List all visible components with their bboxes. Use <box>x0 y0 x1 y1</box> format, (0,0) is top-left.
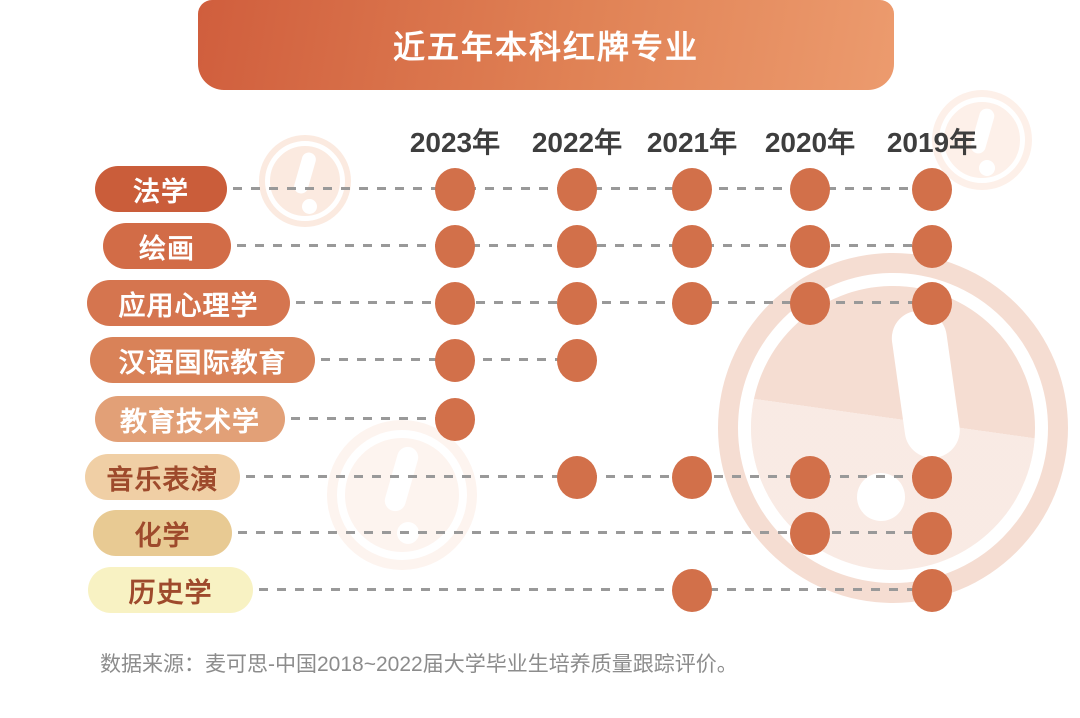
red-flag-dot <box>557 224 597 268</box>
red-flag-dot <box>912 511 952 555</box>
red-flag-dot <box>672 455 712 499</box>
data-source-note: 数据来源：麦可思-中国2018~2022届大学毕业生培养质量跟踪评价。 <box>100 653 738 676</box>
year-column-header: 2020年 <box>764 127 856 158</box>
row-dash-line <box>296 301 932 304</box>
title-banner: 近五年本科红牌专业 <box>198 0 894 90</box>
watermark-ring <box>265 141 345 221</box>
red-flag-dot <box>672 281 712 325</box>
year-column-header: 2019年 <box>886 127 978 158</box>
row-dash-line <box>238 531 932 534</box>
red-flag-dot <box>435 338 475 382</box>
red-flag-dot <box>912 455 952 499</box>
watermark-period <box>857 473 905 521</box>
red-flag-dot <box>435 167 475 211</box>
watermark-period <box>302 199 317 214</box>
red-flag-dot <box>912 568 952 612</box>
red-flag-dot <box>790 224 830 268</box>
watermark-ring <box>337 430 467 560</box>
watermark-period <box>979 160 995 176</box>
red-flag-dot <box>435 281 475 325</box>
year-column-header: 2022年 <box>531 127 623 158</box>
row-dash-line <box>291 417 455 420</box>
exclamation-circle-icon <box>259 135 351 227</box>
major-pill: 历史学 <box>88 567 253 613</box>
red-flag-dot <box>912 281 952 325</box>
red-flag-dot <box>672 167 712 211</box>
red-flag-dot <box>557 338 597 382</box>
year-column-header: 2021年 <box>646 127 738 158</box>
major-pill: 应用心理学 <box>87 280 290 326</box>
row-dash-line <box>259 588 932 591</box>
red-flag-dot <box>672 224 712 268</box>
red-flag-dot <box>790 455 830 499</box>
red-flag-dot <box>435 397 475 441</box>
major-pill: 音乐表演 <box>85 454 240 500</box>
major-pill: 汉语国际教育 <box>90 337 315 383</box>
year-column-header: 2023年 <box>409 127 501 158</box>
watermark-ring <box>939 97 1025 183</box>
red-flag-dot <box>435 224 475 268</box>
red-flag-dot <box>790 167 830 211</box>
red-flag-dot <box>557 455 597 499</box>
major-pill: 绘画 <box>103 223 231 269</box>
major-pill: 化学 <box>93 510 232 556</box>
major-pill: 法学 <box>95 166 227 212</box>
major-pill: 教育技术学 <box>95 396 285 442</box>
exclamation-circle-icon <box>327 420 477 570</box>
red-flag-dot <box>912 224 952 268</box>
red-flag-dot <box>912 167 952 211</box>
red-flag-dot <box>557 281 597 325</box>
red-flag-dot <box>790 281 830 325</box>
red-flag-dot <box>672 568 712 612</box>
exclamation-circle-icon <box>932 90 1032 190</box>
red-flag-dot <box>557 167 597 211</box>
page-title: 近五年本科红牌专业 <box>392 29 699 65</box>
red-flag-dot <box>790 511 830 555</box>
